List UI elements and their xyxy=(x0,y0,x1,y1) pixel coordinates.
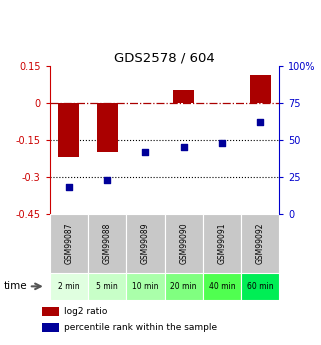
Text: 5 min: 5 min xyxy=(96,282,118,291)
Point xyxy=(105,177,110,183)
Bar xyxy=(241,273,279,300)
Bar xyxy=(58,102,79,157)
Bar xyxy=(50,273,88,300)
Text: GSM99092: GSM99092 xyxy=(256,223,265,264)
Bar xyxy=(126,273,164,300)
Text: 60 min: 60 min xyxy=(247,282,273,291)
Bar xyxy=(164,273,203,300)
Text: 20 min: 20 min xyxy=(170,282,197,291)
Bar xyxy=(126,214,164,273)
Bar xyxy=(50,214,88,273)
Text: GSM99089: GSM99089 xyxy=(141,223,150,264)
Point xyxy=(66,185,72,190)
Text: 40 min: 40 min xyxy=(209,282,235,291)
Text: GSM99087: GSM99087 xyxy=(65,223,74,264)
Bar xyxy=(211,102,232,103)
Text: log2 ratio: log2 ratio xyxy=(64,307,108,316)
Text: GSM99090: GSM99090 xyxy=(179,223,188,264)
Bar xyxy=(203,273,241,300)
Bar xyxy=(42,307,59,316)
Bar xyxy=(203,214,241,273)
Point xyxy=(219,140,224,146)
Text: time: time xyxy=(3,282,27,291)
Text: GSM99088: GSM99088 xyxy=(103,223,112,264)
Point xyxy=(257,119,263,125)
Text: percentile rank within the sample: percentile rank within the sample xyxy=(64,323,217,332)
Text: 2 min: 2 min xyxy=(58,282,80,291)
Bar xyxy=(88,214,126,273)
Bar xyxy=(250,76,271,102)
Point xyxy=(143,149,148,154)
Bar xyxy=(241,214,279,273)
Point xyxy=(181,144,186,150)
Bar xyxy=(88,273,126,300)
Title: GDS2578 / 604: GDS2578 / 604 xyxy=(114,51,215,65)
Bar xyxy=(164,214,203,273)
Text: 10 min: 10 min xyxy=(132,282,159,291)
Bar xyxy=(97,102,118,152)
Bar xyxy=(173,90,194,102)
Text: GSM99091: GSM99091 xyxy=(217,223,226,264)
Bar xyxy=(42,323,59,332)
